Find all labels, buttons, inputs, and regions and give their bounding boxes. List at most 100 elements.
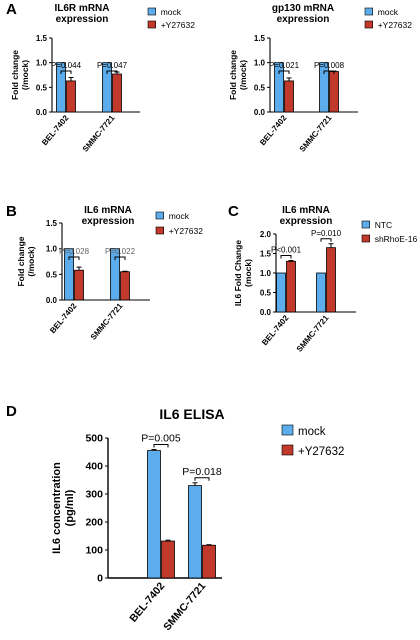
y-tick-label: 1.0 [36, 59, 48, 68]
bar-shrhoe16-1 [326, 247, 336, 313]
significance-bracket [280, 255, 292, 259]
p-value-label: P=0.021 [269, 61, 300, 70]
panel-letter: A [6, 1, 17, 18]
chart-title: expression [56, 14, 109, 25]
bar-mock-0 [147, 450, 161, 579]
bar-y27632-1 [329, 71, 339, 113]
chart-title: IL6 ELISA [159, 406, 224, 422]
legend-label: mock [161, 7, 182, 17]
y-tick-label: 2.0 [260, 230, 272, 239]
y-tick-label: 0.0 [46, 296, 58, 305]
bar-y27632-0 [284, 80, 294, 113]
y-tick-label: 1.5 [260, 250, 272, 259]
y-tick-label: 1.5 [254, 34, 266, 43]
legend-swatch [361, 220, 370, 229]
x-category-label: SMMC-7721 [295, 313, 331, 354]
legend-swatch [361, 234, 370, 243]
y-tick-label: 0.0 [36, 108, 48, 117]
bar-mock-0 [274, 62, 284, 113]
panel-letter: D [6, 403, 17, 420]
bar-mock-1 [319, 62, 329, 113]
legend-label: +Y27632 [298, 446, 344, 458]
legend-label: +Y27632 [161, 20, 196, 30]
y-axis-label: (/mock) [26, 246, 36, 276]
bar-mock-0 [56, 62, 66, 113]
p-value-label: P=0.008 [314, 61, 345, 70]
bar-ntc-0 [276, 272, 286, 313]
chart-title: gp130 mRNA [272, 3, 334, 14]
legend-swatch [155, 226, 164, 235]
chart-title: expression [277, 14, 330, 25]
significance-bracket [60, 70, 72, 74]
chart-title: expression [82, 216, 135, 227]
y-tick-label: 0.0 [260, 308, 272, 317]
significance-bracket [68, 256, 80, 260]
y-tick-label: 1.0 [254, 59, 266, 68]
significance-bracket [320, 238, 332, 242]
y-tick-label: 200 [85, 517, 103, 529]
bar-y27632-1 [120, 271, 130, 301]
panel-letter: B [6, 203, 17, 220]
legend-label: mock [378, 7, 399, 17]
y-tick-label: 1.5 [46, 219, 58, 228]
chart-title: expression [280, 216, 333, 227]
bar-mock-1 [188, 485, 202, 579]
legend-label: +Y27632 [378, 20, 413, 30]
y-tick-label: 400 [85, 461, 103, 473]
bar-y27632-1 [202, 544, 216, 579]
chart-title: IL6 mRNA [282, 205, 330, 216]
x-category-label: SMMC-7721 [161, 580, 208, 633]
y-tick-label: 300 [85, 489, 103, 501]
chart-il6-elisa: D IL6 ELISA IL6 concentration (pg/ml) 0 100 20… [6, 403, 344, 633]
bar-y27632-0 [161, 540, 175, 579]
legend-swatch [281, 444, 294, 456]
x-category-label: SMMC-7721 [89, 301, 125, 342]
p-value-label: P<0.001 [271, 246, 302, 255]
significance-bracket [323, 70, 335, 74]
x-category-label: BEL-7402 [260, 313, 291, 347]
y-axis-label: (mock) [243, 259, 253, 287]
y-tick-label: 0.5 [36, 83, 48, 92]
y-axis-label: (/mock) [238, 60, 248, 90]
y-tick-label: 100 [85, 545, 103, 557]
y-axis-label: Fold change [228, 50, 238, 100]
significance-bracket [278, 70, 290, 74]
bar-ntc-1 [316, 272, 326, 313]
significance-bracket [153, 443, 169, 448]
significance-bracket [106, 70, 118, 74]
p-value-label: P=0.010 [311, 229, 342, 238]
x-category-label: BEL-7402 [40, 113, 71, 147]
y-tick-label: 0.5 [260, 289, 272, 298]
y-tick-label: 0.5 [46, 270, 58, 279]
bar-mock-0 [64, 248, 74, 301]
bar-mock-1 [102, 62, 112, 113]
y-tick-label: 0.0 [254, 108, 266, 117]
bar-y27632-0 [74, 269, 84, 301]
x-category-label: BEL-7402 [48, 301, 79, 335]
panel-letter: C [228, 203, 239, 220]
y-tick-label: 1.5 [36, 34, 48, 43]
legend-label: +Y27632 [169, 226, 204, 236]
legend-swatch [155, 211, 164, 220]
x-category-label: BEL-7402 [258, 113, 289, 147]
p-value-label: P=0.018 [182, 466, 222, 478]
x-category-label: SMMC-7721 [298, 113, 334, 154]
bar-y27632-0 [66, 80, 76, 113]
p-value-label: P=0.028 [59, 247, 90, 256]
bar-y27632-1 [112, 73, 122, 113]
chart-title: IL6R mRNA [54, 3, 109, 14]
legend-swatch [147, 7, 156, 16]
legend-label: mock [298, 426, 326, 438]
bar-mock-1 [110, 248, 120, 301]
legend-swatch [281, 424, 294, 436]
x-category-label: SMMC-7721 [81, 113, 117, 154]
y-axis-label: (pg/ml) [64, 489, 76, 526]
p-value-label: P=0.044 [51, 61, 82, 70]
y-axis-label: (/mock) [20, 60, 30, 90]
y-tick-label: 0 [97, 573, 103, 585]
legend-label: shRhoE-16 [375, 234, 418, 244]
y-tick-label: 1.0 [46, 245, 58, 254]
